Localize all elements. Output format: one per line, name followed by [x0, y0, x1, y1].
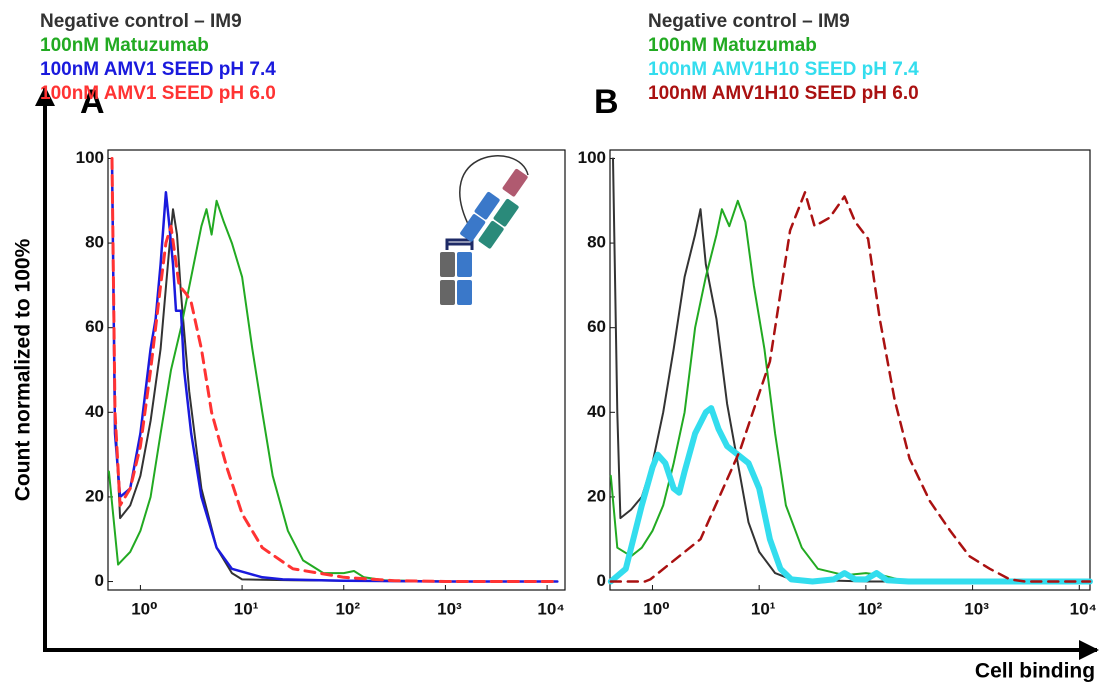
y-tick-label: 80 [85, 233, 104, 252]
y-tick-label: 40 [85, 402, 104, 421]
antibody-icon [440, 155, 529, 305]
series-line [612, 157, 1091, 583]
x-tick-label: 10⁰ [643, 599, 669, 618]
legend-entry: 100nM Matuzumab [40, 35, 209, 56]
panel-label: B [594, 83, 619, 121]
x-tick-label: 10³ [964, 599, 989, 618]
x-tick-label: 10³ [437, 599, 462, 618]
series-line [111, 157, 559, 583]
y-tick-label: 60 [85, 317, 104, 336]
x-tick-label: 10⁴ [537, 599, 564, 618]
plot-frame [107, 149, 566, 591]
legend-entry: 100nM AMV1H10 SEED pH 7.4 [648, 59, 919, 80]
y-tick-label: 20 [85, 486, 104, 505]
series-line [107, 199, 559, 583]
x-tick-label: 10¹ [234, 599, 259, 618]
y-tick-label: 40 [587, 402, 606, 421]
series-line [607, 405, 1093, 585]
panel-label: A [80, 83, 105, 121]
x-tick-label: 10⁴ [1070, 599, 1097, 618]
y-tick-label: 100 [578, 148, 606, 167]
y-axis-label: Count normalized to 100% [12, 238, 35, 501]
x-axis-label: Cell binding [975, 660, 1095, 683]
legend-entry: 100nM AMV1 SEED pH 6.0 [40, 83, 276, 104]
series-line [609, 191, 1092, 583]
series-line [110, 157, 559, 583]
x-tick-label: 10⁰ [131, 599, 157, 618]
y-tick-label: 0 [597, 571, 606, 590]
y-tick-label: 20 [587, 486, 606, 505]
legend-entry: 100nM Matuzumab [648, 35, 817, 56]
plot-frame [609, 149, 1091, 591]
series-line [609, 199, 1091, 583]
x-tick-label: 10² [335, 599, 360, 618]
legend-entry: Negative control – IM9 [648, 11, 850, 32]
y-tick-label: 100 [76, 148, 104, 167]
series-line [110, 157, 559, 583]
y-tick-label: 60 [587, 317, 606, 336]
legend-entry: Negative control – IM9 [40, 11, 242, 32]
legend-entry: 100nM AMV1 SEED pH 7.4 [40, 59, 276, 80]
x-tick-label: 10¹ [751, 599, 776, 618]
x-tick-label: 10² [858, 599, 883, 618]
legend-entry: 100nM AMV1H10 SEED pH 6.0 [648, 83, 919, 104]
y-tick-label: 80 [587, 233, 606, 252]
y-tick-label: 0 [95, 571, 104, 590]
